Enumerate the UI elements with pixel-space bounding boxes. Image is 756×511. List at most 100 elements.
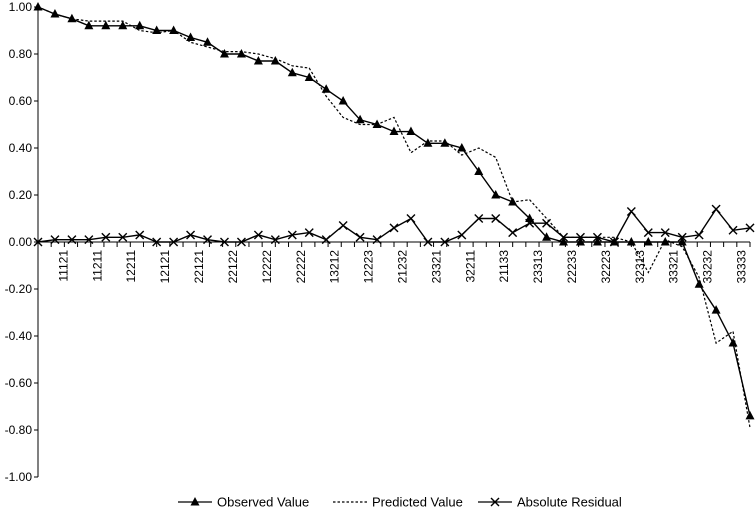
absolute-residual-point <box>711 204 721 214</box>
y-tick-label: 0.80 <box>9 47 33 61</box>
absolute-residual-point <box>270 235 280 245</box>
absolute-residual-point <box>219 237 229 247</box>
absolute-residual-point <box>728 225 738 235</box>
x-tick-label: 13212 <box>328 250 342 284</box>
observed-value-point <box>33 2 43 11</box>
absolute-residual-point <box>406 214 416 223</box>
x-marker-stroke <box>372 235 382 245</box>
y-tick-label: 0.20 <box>9 188 33 202</box>
observed-value-point <box>152 25 162 34</box>
absolute-residual-point <box>203 235 213 245</box>
x-marker-stroke <box>643 228 653 238</box>
absolute-residual-point <box>440 237 450 247</box>
x-marker-stroke <box>423 237 433 247</box>
y-tick-label: -0.40 <box>5 329 33 343</box>
x-marker-stroke <box>135 230 145 240</box>
series-line-predicted-value <box>37 6 751 428</box>
absolute-residual-point <box>491 214 501 223</box>
observed-value-point <box>575 237 585 246</box>
y-tick-label: 0.00 <box>9 235 33 249</box>
observed-value-point <box>169 25 179 34</box>
x-marker-stroke <box>186 230 196 240</box>
observed-value-point <box>559 237 569 246</box>
x-marker-stroke <box>321 235 331 245</box>
absolute-residual-point <box>525 218 535 228</box>
series-layer <box>33 2 755 428</box>
legend-marker <box>190 497 200 506</box>
observed-value-point <box>728 338 738 347</box>
x-tick-label: 21133 <box>497 250 511 283</box>
absolute-residual-point <box>559 232 569 242</box>
observed-value-point <box>423 138 433 147</box>
x-tick-label: 22222 <box>294 250 308 284</box>
x-marker-stroke <box>440 237 450 247</box>
observed-value-point <box>643 237 653 246</box>
observed-value-point <box>203 37 213 46</box>
absolute-residual-point <box>542 218 552 228</box>
x-marker-stroke <box>287 230 297 240</box>
x-tick-label: 33333 <box>735 250 749 284</box>
absolute-residual-point <box>253 230 263 240</box>
x-marker-stroke <box>253 230 263 240</box>
absolute-residual-point <box>304 228 314 238</box>
x-marker-stroke <box>677 232 687 242</box>
x-tick-label: 32313 <box>633 250 647 284</box>
x-marker-stroke <box>525 218 535 228</box>
x-marker-stroke <box>508 228 518 238</box>
legend-item-absolute-residual: Absolute Residual <box>478 495 622 510</box>
legend-label: Predicted Value <box>372 495 463 510</box>
observed-value-point <box>101 20 111 30</box>
observed-value-point <box>50 9 60 18</box>
x-marker-stroke <box>67 235 77 245</box>
x-tick-label: 32223 <box>599 250 613 284</box>
x-marker-stroke <box>660 228 670 238</box>
x-tick-label: 22122 <box>226 250 240 284</box>
x-marker-stroke <box>118 232 128 242</box>
x-marker-stroke <box>575 232 585 242</box>
observed-value-point <box>525 213 535 222</box>
x-tick-label: 32211 <box>463 250 477 283</box>
observed-value-point <box>440 138 450 147</box>
observed-value-point <box>304 72 314 81</box>
absolute-residual-point <box>474 214 484 223</box>
absolute-residual-point <box>457 230 467 240</box>
x-marker-stroke <box>355 232 365 242</box>
x-marker-stroke <box>169 237 179 247</box>
absolute-residual-point <box>592 232 602 242</box>
x-marker-stroke <box>474 214 484 223</box>
observed-value-point <box>592 237 602 246</box>
x-marker-stroke <box>304 228 314 238</box>
x-marker-stroke <box>694 230 704 240</box>
absolute-residual-point <box>118 232 128 242</box>
x-tick-label: 22233 <box>565 250 579 284</box>
x-tick-label: 12211 <box>124 250 138 283</box>
x-tick-label: 12222 <box>260 250 274 284</box>
y-tick-label: -1.00 <box>5 470 33 484</box>
observed-value-point <box>457 143 467 152</box>
y-tick-label: -0.60 <box>5 376 33 390</box>
legend: Observed Value Predicted Value Absolute Re… <box>178 495 622 510</box>
x-marker-stroke <box>626 206 636 216</box>
observed-value-point <box>338 96 348 105</box>
observed-value-point <box>287 67 297 77</box>
observed-value-point <box>84 20 94 30</box>
absolute-residual-point <box>508 228 518 238</box>
absolute-residual-point <box>101 232 111 242</box>
absolute-residual-point <box>677 232 687 242</box>
y-axis-ticks: 1.00 0.80 0.60 0.40 0.20 0.00 -0.20 -0.40 -0.60 -… <box>5 0 38 484</box>
absolute-residual-point <box>186 230 196 240</box>
absolute-residual-point <box>372 235 382 245</box>
x-marker-stroke <box>152 237 162 247</box>
absolute-residual-point <box>67 235 77 245</box>
x-marker-stroke <box>542 218 552 228</box>
x-axis-ticks: 11121 11211 12211 12121 22121 22122 12222 22222… <box>37 242 751 284</box>
x-marker-stroke <box>203 235 213 245</box>
y-tick-label: -0.20 <box>5 282 33 296</box>
x-marker-stroke <box>84 235 94 245</box>
x-marker-stroke <box>50 235 60 245</box>
x-marker-stroke <box>491 214 501 223</box>
absolute-residual-point <box>287 230 297 240</box>
absolute-residual-point <box>389 223 399 233</box>
